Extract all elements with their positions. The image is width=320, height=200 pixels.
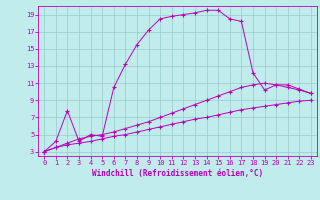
X-axis label: Windchill (Refroidissement éolien,°C): Windchill (Refroidissement éolien,°C) [92, 169, 263, 178]
